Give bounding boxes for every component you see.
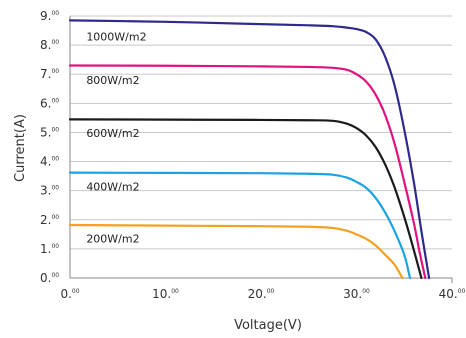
y-tick-label-1: 1.00	[40, 242, 59, 256]
x-tick-label-1: 10.00	[152, 287, 179, 301]
curve-labels: 1000W/m2 800W/m2 600W/m2 400W/m2 200W/m2	[86, 30, 146, 245]
y-tick-label-2: 2.00	[40, 213, 59, 227]
curve-label-600wm2: 600W/m2	[86, 127, 139, 140]
y-tick-sup-5: 00	[51, 126, 59, 133]
y-tick-labels: 0.001.002.003.004.005.006.007.008.009.00	[40, 9, 59, 285]
curve-label-1000wm2: 1000W/m2	[86, 30, 146, 43]
x-tick-main-3: 30.	[343, 287, 362, 301]
y-tick-label-9: 9.00	[40, 9, 59, 23]
y-tick-label-5: 5.00	[40, 125, 59, 139]
y-tick-sup-0: 00	[51, 272, 59, 279]
y-tick-main-3: 3.	[40, 184, 51, 198]
y-tick-label-4: 4.00	[40, 155, 59, 169]
y-tick-sup-4: 00	[51, 156, 59, 163]
y-tick-sup-2: 00	[51, 214, 59, 221]
y-tick-main-1: 1.	[40, 242, 51, 256]
x-tick-main-4: 40.	[439, 287, 458, 301]
x-tick-main-2: 20.	[248, 287, 267, 301]
series-line-800wm2	[68, 64, 427, 280]
y-tick-label-7: 7.00	[40, 67, 59, 81]
y-tick-main-2: 2.	[40, 213, 51, 227]
y-tick-sup-7: 00	[51, 68, 59, 75]
y-tick-main-9: 9.	[40, 9, 51, 23]
x-axis-label: Voltage(V)	[234, 318, 302, 333]
y-tick-main-7: 7.	[40, 67, 51, 81]
y-tick-sup-9: 00	[51, 10, 59, 17]
y-tick-label-8: 8.00	[40, 38, 59, 52]
x-tick-sup-0: 00	[72, 288, 80, 295]
grid-lines	[70, 15, 452, 250]
axes	[69, 16, 453, 283]
y-tick-sup-3: 00	[51, 185, 59, 192]
y-tick-main-4: 4.	[40, 155, 51, 169]
curve-label-400wm2: 400W/m2	[86, 180, 139, 193]
y-tick-sup-8: 00	[51, 39, 59, 46]
x-tick-main-0: 0.	[60, 287, 71, 301]
y-tick-label-3: 3.00	[40, 184, 59, 198]
x-tick-sup-3: 00	[362, 288, 370, 295]
y-tick-sup-1: 00	[51, 243, 59, 250]
y-tick-main-5: 5.	[40, 125, 51, 139]
x-tick-sup-4: 00	[458, 288, 466, 295]
y-tick-label-0: 0.00	[40, 271, 59, 285]
y-axis-label: Current(A)	[13, 114, 28, 182]
curve-label-200wm2: 200W/m2	[86, 233, 139, 246]
series-lines	[68, 19, 431, 280]
x-tick-sup-1: 00	[171, 288, 179, 295]
series-line-400wm2	[68, 171, 412, 280]
x-tick-label-4: 40.00	[439, 287, 466, 301]
y-tick-main-8: 8.	[40, 38, 51, 52]
y-tick-main-6: 6.	[40, 96, 51, 110]
y-tick-sup-6: 00	[51, 97, 59, 104]
x-tick-label-2: 20.00	[248, 287, 275, 301]
y-tick-label-6: 6.00	[40, 96, 59, 110]
series-line-200wm2	[68, 223, 404, 280]
x-tick-labels: 0.00 10.00 20.00 30.00 40.00	[60, 287, 465, 301]
x-tick-label-3: 30.00	[343, 287, 370, 301]
series-line-1000wm2	[68, 19, 431, 280]
series-line-600wm2	[68, 118, 423, 280]
y-tick-main-0: 0.	[40, 271, 51, 285]
x-tick-main-1: 10.	[152, 287, 171, 301]
curve-label-800wm2: 800W/m2	[86, 74, 139, 87]
x-tick-label-0: 0.00	[60, 287, 79, 301]
x-tick-sup-2: 00	[267, 288, 275, 295]
